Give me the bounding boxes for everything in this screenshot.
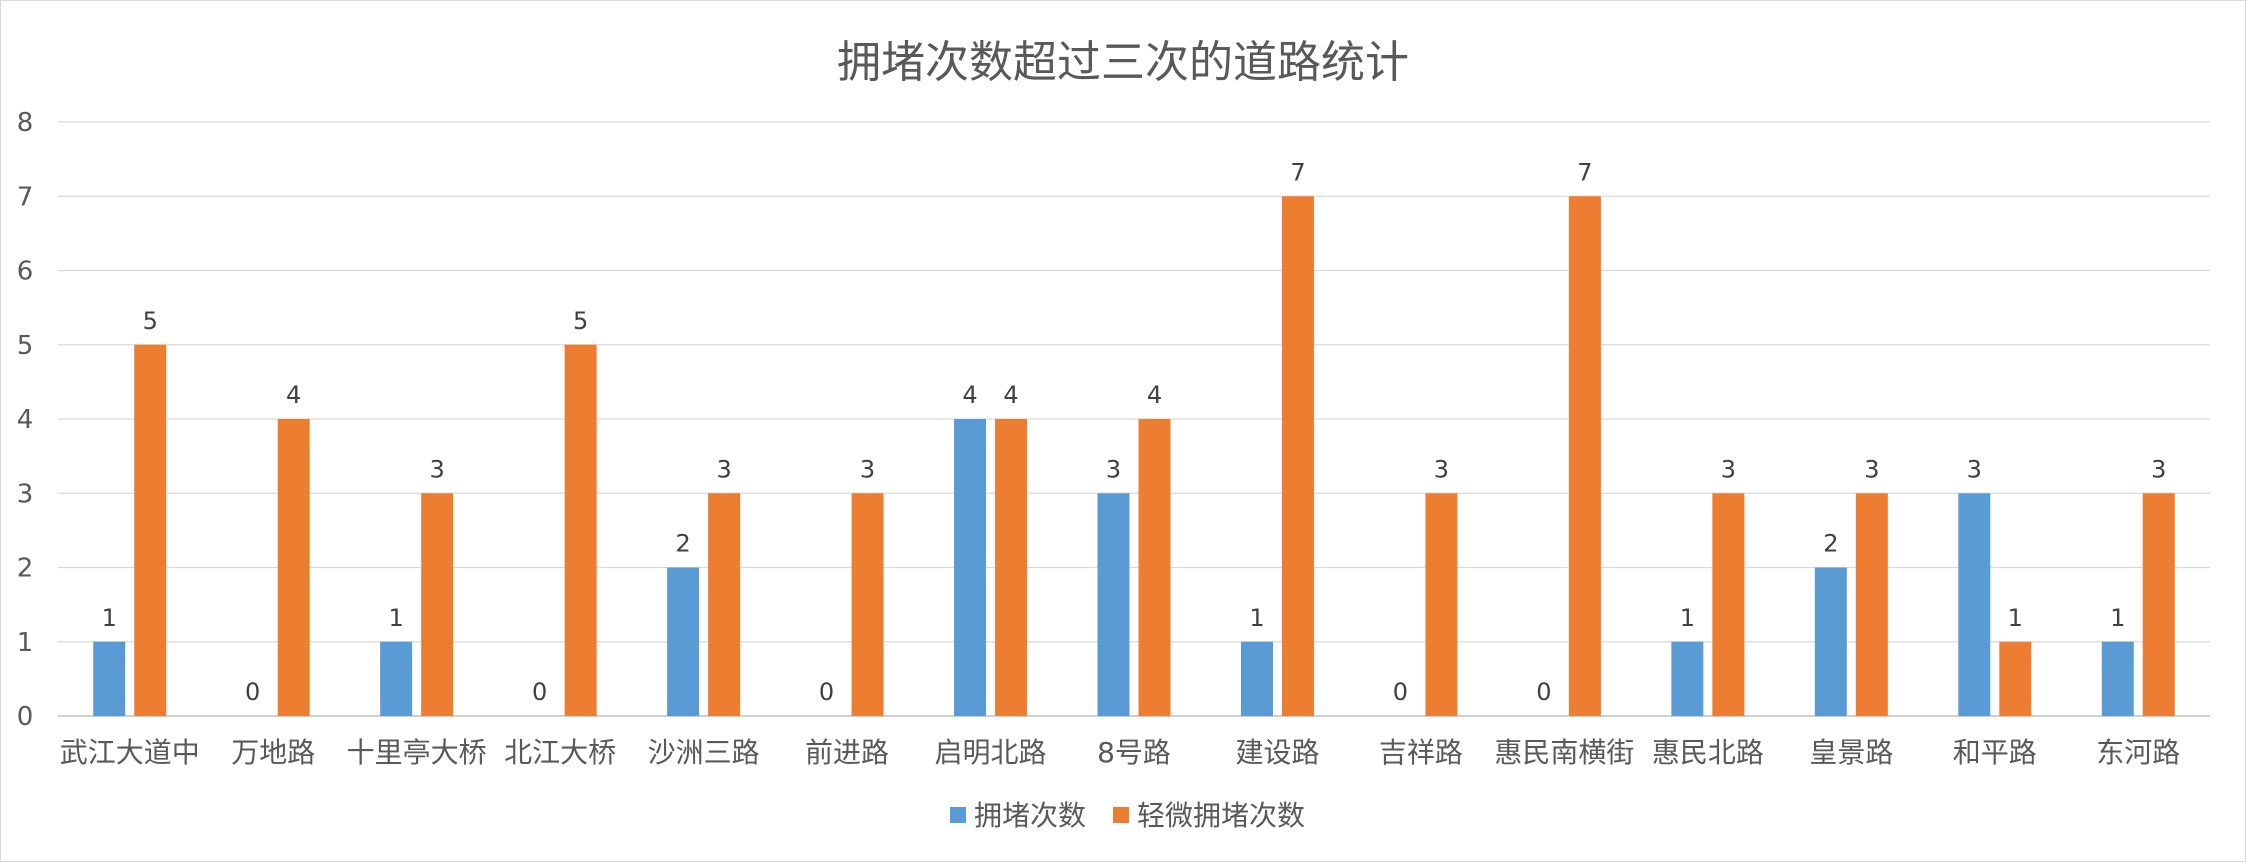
data-label: 7 (1290, 158, 1305, 186)
bar (134, 344, 167, 716)
data-label: 3 (716, 455, 731, 483)
legend-swatch (950, 807, 966, 823)
data-label: 3 (430, 455, 445, 483)
x-tick-label: 前进路 (805, 736, 889, 769)
data-label: 1 (2110, 604, 2125, 632)
x-tick-label: 万地路 (231, 736, 315, 769)
bars (93, 196, 2175, 716)
y-tick-label: 8 (17, 108, 34, 138)
data-label: 4 (286, 381, 301, 409)
x-tick-label: 沙洲三路 (648, 736, 760, 769)
data-label: 1 (389, 604, 404, 632)
y-tick-label: 6 (17, 257, 34, 287)
x-tick-label: 建设路 (1235, 736, 1319, 769)
legend-label: 拥堵次数 (974, 799, 1086, 832)
bar (2101, 641, 2134, 716)
bar (1425, 493, 1458, 716)
bar (564, 344, 597, 716)
data-label: 1 (1680, 604, 1695, 632)
bar (380, 641, 413, 716)
bar (708, 493, 741, 716)
y-tick-label: 7 (17, 182, 34, 212)
data-label: 4 (962, 381, 977, 409)
bar (1097, 493, 1130, 716)
data-label: 3 (1434, 455, 1449, 483)
y-tick-label: 0 (17, 702, 34, 732)
data-label: 3 (1106, 455, 1121, 483)
y-tick-label: 3 (17, 479, 34, 509)
y-tick-label: 4 (17, 405, 34, 435)
bar (1712, 493, 1745, 716)
legend-label: 轻微拥堵次数 (1137, 799, 1305, 832)
x-tick-label: 北江大桥 (504, 736, 616, 769)
data-label: 2 (1823, 530, 1838, 558)
bar (1671, 641, 1704, 716)
data-label: 0 (532, 678, 547, 706)
data-label: 4 (1147, 381, 1162, 409)
x-tick-label: 惠民南横街 (1494, 736, 1634, 769)
data-label: 1 (2008, 604, 2023, 632)
y-tick-label: 5 (17, 331, 34, 361)
bar (1999, 641, 2032, 716)
bar (1281, 196, 1314, 716)
x-axis: 武江大道中 万地路 十里亭大桥 北江大桥 沙洲三路 前进路 启明北路 8号路 建设路 吉祥路 惠民南… (60, 736, 2181, 769)
chart-title: 拥堵次数超过三次的道路统计 (837, 37, 1409, 88)
x-tick-label: 十里亭大桥 (347, 736, 487, 769)
bar (1855, 493, 1888, 716)
bar (851, 493, 884, 716)
x-tick-label: 皇景路 (1809, 736, 1893, 769)
x-tick-label: 武江大道中 (60, 736, 200, 769)
data-label: 0 (245, 678, 260, 706)
data-label: 7 (1577, 158, 1592, 186)
bar (1814, 567, 1847, 716)
y-axis: 0 1 2 3 4 5 6 7 8 (17, 108, 34, 732)
bar (1138, 419, 1171, 716)
x-tick-label: 吉祥路 (1379, 736, 1463, 769)
bar (277, 419, 310, 716)
x-tick-label: 启明北路 (935, 736, 1047, 769)
bar (1240, 641, 1273, 716)
data-label: 3 (1967, 455, 1982, 483)
bar (2142, 493, 2175, 716)
bar (93, 641, 126, 716)
data-label: 5 (573, 307, 588, 335)
data-label: 2 (675, 530, 690, 558)
bar (1958, 493, 1991, 716)
bar (1568, 196, 1601, 716)
x-tick-label: 惠民北路 (1652, 736, 1764, 769)
legend-swatch (1113, 807, 1129, 823)
data-label: 3 (1864, 455, 1879, 483)
bar (995, 419, 1028, 716)
legend: 拥堵次数 轻微拥堵次数 (950, 799, 1305, 832)
bar (421, 493, 454, 716)
data-label: 4 (1003, 381, 1018, 409)
data-label: 1 (102, 604, 117, 632)
data-label: 3 (2151, 455, 2166, 483)
data-label: 5 (143, 307, 158, 335)
data-label: 0 (819, 678, 834, 706)
y-tick-label: 1 (17, 628, 34, 658)
data-label: 0 (1536, 678, 1551, 706)
bar (954, 419, 987, 716)
x-tick-label: 8号路 (1097, 736, 1171, 769)
data-label: 3 (860, 455, 875, 483)
x-tick-label: 东河路 (2096, 736, 2180, 769)
data-label: 1 (1249, 604, 1264, 632)
gridlines (58, 121, 2210, 717)
data-label: 0 (1393, 678, 1408, 706)
y-tick-label: 2 (17, 554, 34, 584)
data-label: 3 (1721, 455, 1736, 483)
bar (667, 567, 700, 716)
x-tick-label: 和平路 (1953, 736, 2037, 769)
